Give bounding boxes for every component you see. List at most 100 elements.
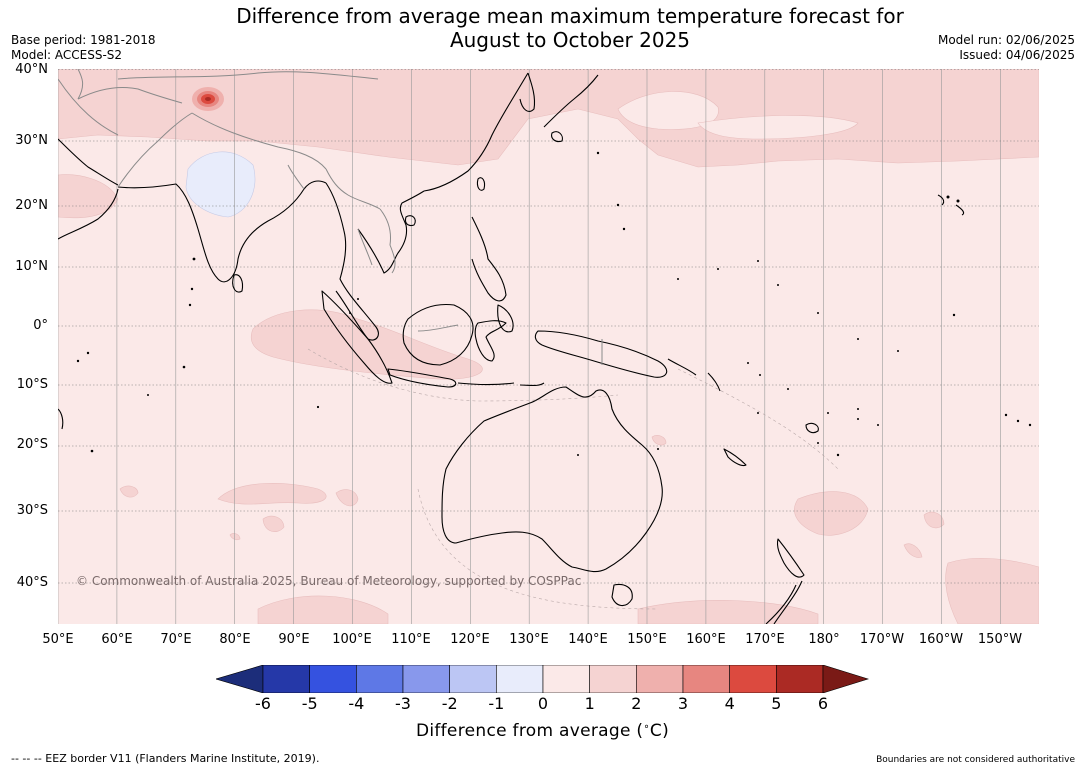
- coast-sulawesi: [474, 320, 507, 362]
- lon-label-160w: 160°W: [918, 632, 964, 647]
- lat-label-40s: 40°S: [16, 575, 48, 590]
- coast-sri-lanka: [232, 274, 244, 293]
- colorbar-label: -1: [488, 694, 505, 713]
- anomaly-north-band: [58, 69, 1039, 168]
- colorbar-under-arrow: [216, 665, 264, 693]
- country-borders: [58, 69, 603, 365]
- colorbar-cell: [356, 665, 404, 693]
- coast-java: [387, 368, 457, 388]
- colorbar-title: Difference from average (∘C): [415, 721, 670, 741]
- border-bangladesh: [287, 164, 305, 190]
- hot-spot-himalaya: [186, 83, 230, 115]
- island-dots: [76, 151, 1032, 457]
- border-laos-vietnam: [379, 208, 396, 274]
- anomaly-south-atlantic: [257, 595, 389, 624]
- anomaly-south-pacific-2: [923, 512, 945, 529]
- anomaly-south-indian-1: [217, 483, 327, 505]
- coast-sumatra: [321, 290, 393, 384]
- colorbar-cell: [309, 665, 357, 693]
- lon-label-150w: 150°W: [977, 632, 1023, 647]
- latitude-gridlines: [58, 69, 1039, 584]
- colorbar-cell: [402, 665, 450, 693]
- lon-label-150e: 150°E: [627, 632, 667, 647]
- map-title: Difference from average mean maximum tem…: [220, 4, 920, 52]
- border-iran: [58, 78, 119, 136]
- colorbar-cell: [262, 665, 310, 693]
- colorbar-label: 2: [631, 694, 642, 713]
- coast-japan: [543, 74, 599, 143]
- model-name: Model: ACCESS-S2: [11, 48, 123, 62]
- lon-label-130e: 130°E: [509, 632, 549, 647]
- title-line-2: August to October 2025: [449, 28, 691, 52]
- colorbar-title-part-1: Difference from average (: [415, 721, 644, 741]
- meta-left: Base period: 1981-2018 Model: ACCESS-S2: [11, 33, 156, 63]
- lon-label-170w: 170°W: [859, 632, 905, 647]
- lon-label-60e: 60°E: [101, 632, 133, 647]
- lon-label-110e: 110°E: [391, 632, 431, 647]
- coast-nz-north: [776, 538, 805, 578]
- anomaly-south-pacific-4: [945, 558, 1039, 624]
- colorbar-cell: [589, 665, 637, 693]
- coast-solomons: [667, 358, 721, 392]
- model-run: Model run: 02/06/2025: [937, 33, 1075, 47]
- border-kazakh: [77, 69, 84, 100]
- lon-label-100e: 100°E: [332, 632, 372, 647]
- colorbar-label: 4: [724, 694, 735, 713]
- anomaly-south-indian-2: [119, 485, 139, 498]
- eez-pacific: [677, 368, 839, 470]
- colorbar-cell: [729, 665, 777, 693]
- eez-indonesia: [307, 348, 619, 402]
- lon-label-180: 180°: [808, 632, 840, 647]
- coast-china: [423, 72, 529, 192]
- longitude-gridlines: [58, 69, 1001, 624]
- colorbar-label: 1: [584, 694, 595, 713]
- border-himalaya: [191, 112, 327, 170]
- lon-label-170e: 170°E: [745, 632, 785, 647]
- lon-label-70e: 70°E: [160, 632, 192, 647]
- anomaly-southwest-pacific: [637, 600, 819, 624]
- lat-label-0: 0°: [33, 318, 48, 333]
- coast-taiwan: [476, 177, 486, 191]
- coast-madagascar: [58, 408, 64, 430]
- eez-footnote: -- -- -- EEZ border V11 (Flanders Marine…: [11, 752, 320, 765]
- coast-australia: [441, 386, 663, 573]
- lat-label-30n: 30°N: [15, 133, 48, 148]
- colorbar-cell: [449, 665, 497, 693]
- copyright-notice: © Commonwealth of Australia 2025, Bureau…: [76, 574, 581, 588]
- coast-new-caledonia: [723, 448, 747, 467]
- coast-nz-south: [765, 580, 803, 624]
- coast-philippines: [471, 216, 514, 333]
- coast-india: [117, 180, 327, 283]
- colorbar-label: 0: [537, 694, 549, 713]
- colorbar-over-arrow: [822, 665, 870, 693]
- colorbar-label: -3: [395, 694, 411, 713]
- lat-label-20s: 20°S: [16, 437, 48, 452]
- border-thailand: [357, 228, 373, 266]
- border-borneo: [417, 324, 459, 332]
- colorbar-label: 5: [771, 694, 782, 713]
- anomaly-south-pacific-1: [794, 491, 869, 536]
- coast-arabia: [58, 138, 119, 240]
- coast-lesser-sunda: [457, 382, 545, 387]
- anomaly-south-indian-4: [262, 515, 285, 532]
- colorbar-label: -5: [301, 694, 318, 713]
- colorbar-label: -6: [255, 694, 271, 713]
- lat-label-10s: 10°S: [16, 377, 48, 392]
- lon-label-80e: 80°E: [219, 632, 251, 647]
- colorbar-label: -4: [348, 694, 365, 713]
- map-canvas: © Commonwealth of Australia 2025, Bureau…: [58, 69, 1039, 624]
- anomaly-coral-sea: [651, 435, 667, 446]
- coast-borneo: [402, 303, 474, 366]
- lon-label-140e: 140°E: [568, 632, 608, 647]
- lon-label-50e: 50°E: [42, 632, 74, 647]
- boundaries-disclaimer: Boundaries are not considered authoritat…: [876, 755, 1075, 765]
- colorbar-cell: [682, 665, 730, 693]
- colorbar-cell: [542, 665, 590, 693]
- coast-hainan: [404, 215, 416, 227]
- coast-hawaii: [937, 194, 965, 216]
- issued-date: Issued: 04/06/2025: [959, 48, 1075, 62]
- anomaly-arabia: [58, 174, 119, 219]
- border-afghanistan: [77, 86, 183, 104]
- title-line-1: Difference from average mean maximum tem…: [236, 4, 904, 28]
- lat-label-10n: 10°N: [15, 259, 48, 274]
